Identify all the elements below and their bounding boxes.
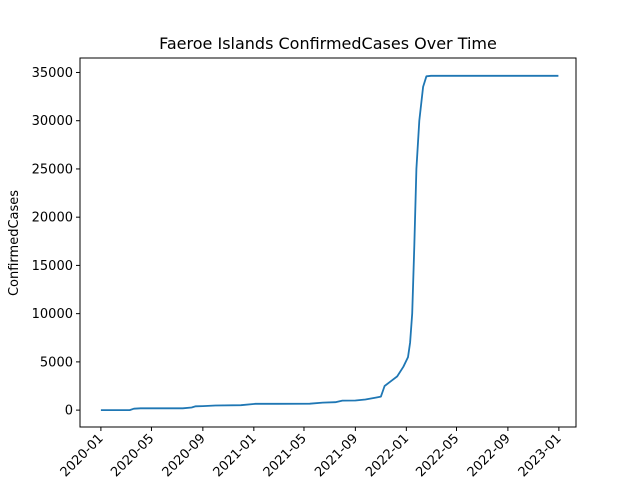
x-tick-label: 2022-05 — [413, 431, 462, 480]
y-tick-label: 10000 — [32, 307, 73, 322]
y-tick-label: 15000 — [32, 259, 73, 274]
x-tick-label: 2020-01 — [58, 431, 107, 480]
series-layer — [100, 74, 559, 411]
x-tick-label: 2023-01 — [516, 431, 565, 480]
plot-frame — [79, 57, 577, 428]
series-line — [100, 74, 559, 411]
ticks-layer: 0 5000 10000 15000 20000 25000 30000 35000 2020-… — [32, 66, 565, 480]
y-axis-label: ConfirmedCases — [7, 190, 22, 296]
x-tick-label: 2022-01 — [363, 431, 412, 480]
y-tick-label: 0 — [65, 404, 73, 419]
y-tick-label: 20000 — [32, 211, 73, 226]
x-tick-label: 2022-09 — [465, 431, 514, 480]
x-tick-label: 2021-09 — [312, 431, 361, 480]
y-tick-label: 35000 — [32, 66, 73, 81]
x-tick-label: 2020-05 — [108, 431, 157, 480]
y-tick-label: 30000 — [32, 114, 73, 129]
x-tick-label: 2020-09 — [160, 431, 209, 480]
y-tick-label: 25000 — [32, 162, 73, 177]
x-tick-label: 2021-01 — [211, 431, 260, 480]
x-tick-label: 2021-05 — [261, 431, 310, 480]
y-tick-label: 5000 — [40, 355, 73, 370]
chart-title: Faeroe Islands ConfirmedCases Over Time — [159, 34, 497, 53]
